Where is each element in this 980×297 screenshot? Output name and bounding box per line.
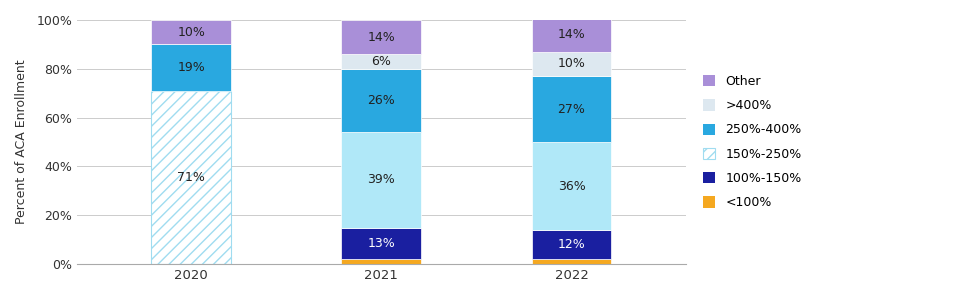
Bar (151, 20, 231, 45)
Bar (151, 45, 231, 91)
Text: 39%: 39% (368, 173, 395, 187)
Text: 14%: 14% (558, 28, 585, 41)
Text: 6%: 6% (371, 55, 391, 68)
Bar (341, 259, 421, 264)
Text: 27%: 27% (558, 102, 585, 116)
Bar (341, 54, 421, 69)
Bar (341, 228, 421, 259)
Legend: Other, >400%, 250%-400%, 150%-250%, 100%-150%, <100%: Other, >400%, 250%-400%, 150%-250%, 100%… (698, 70, 807, 214)
Bar (341, 20, 421, 54)
Bar (151, 91, 231, 264)
Bar (341, 132, 421, 228)
Y-axis label: Percent of ACA Enrollment: Percent of ACA Enrollment (15, 60, 28, 224)
Text: 10%: 10% (177, 26, 205, 39)
Bar (531, 18, 612, 52)
Text: 10%: 10% (558, 57, 585, 70)
Text: 36%: 36% (558, 179, 585, 192)
Text: 19%: 19% (177, 61, 205, 74)
Bar (531, 52, 612, 76)
Bar (531, 142, 612, 230)
Text: 71%: 71% (177, 171, 205, 184)
Text: 12%: 12% (558, 238, 585, 251)
Text: 26%: 26% (368, 94, 395, 107)
Text: 13%: 13% (368, 237, 395, 250)
Bar (341, 69, 421, 132)
Bar (531, 76, 612, 142)
Text: 14%: 14% (368, 31, 395, 44)
Bar (531, 230, 612, 259)
Bar (531, 259, 612, 264)
